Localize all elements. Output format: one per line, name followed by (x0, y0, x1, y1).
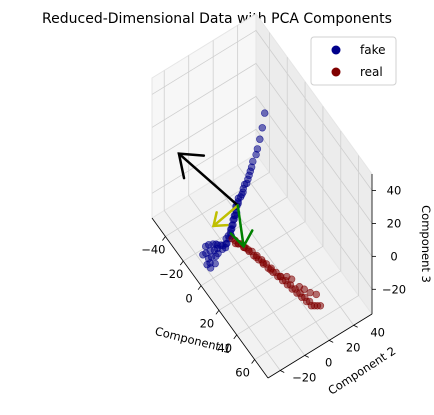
y-gridline (188, 55, 306, 356)
z-tick-label: 40 (387, 183, 402, 197)
data-point-real (231, 239, 240, 248)
x-axis-line (151, 217, 269, 379)
y-tick-label: 40 (370, 325, 385, 339)
y-tick-mark (280, 370, 285, 373)
legend-marker-real (331, 67, 341, 77)
z-tick-label: −20 (382, 282, 406, 296)
data-point-fake (252, 150, 260, 159)
x-tick-label: −40 (141, 242, 165, 256)
pca-component-vector (212, 204, 240, 228)
x-tick-mark (251, 359, 255, 364)
x-tick-label: 60 (235, 366, 250, 380)
data-point-real (259, 258, 267, 267)
legend-label-fake: fake (360, 43, 385, 57)
x-gridline (183, 57, 288, 262)
z-gridline (151, 95, 373, 257)
x-gridline (165, 32, 270, 237)
pca-vectors (177, 152, 254, 249)
y-tick-mark (304, 355, 309, 358)
data-point-fake (261, 109, 269, 117)
pca-component-vector (236, 204, 245, 248)
data-point-real (276, 272, 284, 281)
chart-title: Reduced-Dimensional Data with PCA Compon… (42, 11, 392, 27)
x-tick-mark (162, 236, 166, 241)
data-point-fake (199, 251, 207, 259)
y-axis-line (267, 313, 373, 379)
y-axis-label: Component 2 (325, 344, 398, 398)
z-gridline (151, 62, 373, 224)
legend-label-real: real (360, 65, 383, 79)
y-tick-label: −20 (292, 370, 316, 384)
data-point-fake (202, 242, 210, 251)
x-tick-mark (197, 285, 202, 290)
y-tick-label: 20 (346, 340, 361, 354)
pca-component-arrowhead (177, 152, 206, 180)
x-gridline (218, 106, 324, 311)
z-axis-label: Component 3 (419, 205, 433, 283)
data-point-fake (256, 135, 264, 143)
data-point-real (267, 266, 275, 274)
x-gridline (200, 81, 306, 287)
y-gridline (237, 25, 354, 326)
y-tick-mark (328, 339, 334, 343)
data-point-real (283, 272, 291, 281)
data-point-real (295, 283, 304, 291)
axis-grid (151, 25, 373, 371)
x-tick-mark (215, 310, 220, 315)
data-point-real (316, 302, 325, 310)
data-point-real (252, 253, 260, 262)
axis-edges (151, 174, 373, 379)
pca-component-arrowhead (229, 229, 254, 249)
legend-marker-fake (331, 45, 341, 55)
x-tick-label: −20 (159, 267, 183, 281)
data-point-fake (203, 260, 211, 269)
data-point-fake (258, 124, 266, 132)
x-gridline (254, 155, 360, 360)
x-tick-mark (179, 260, 184, 266)
data-point-real (312, 290, 320, 299)
x-axis-label: Component 1 (154, 324, 233, 356)
data-point-real (306, 288, 314, 297)
x-tick-mark (233, 334, 238, 340)
x-tick-label: 40 (217, 341, 232, 355)
z-tick-label: 20 (387, 216, 402, 230)
y-gridline (163, 70, 281, 371)
z-gridline (151, 29, 373, 191)
y-tick-mark (353, 324, 358, 328)
y-tick-label: 0 (325, 355, 332, 369)
pca-component-vector (177, 152, 240, 207)
pca-component-arrowhead (211, 211, 229, 228)
z-gridline (151, 128, 373, 290)
x-tick-label: 20 (200, 316, 215, 330)
z-tick-label: 0 (390, 249, 397, 263)
x-tick-label: 0 (185, 292, 192, 306)
x-gridline (236, 130, 342, 336)
legend: fake real (310, 36, 397, 86)
